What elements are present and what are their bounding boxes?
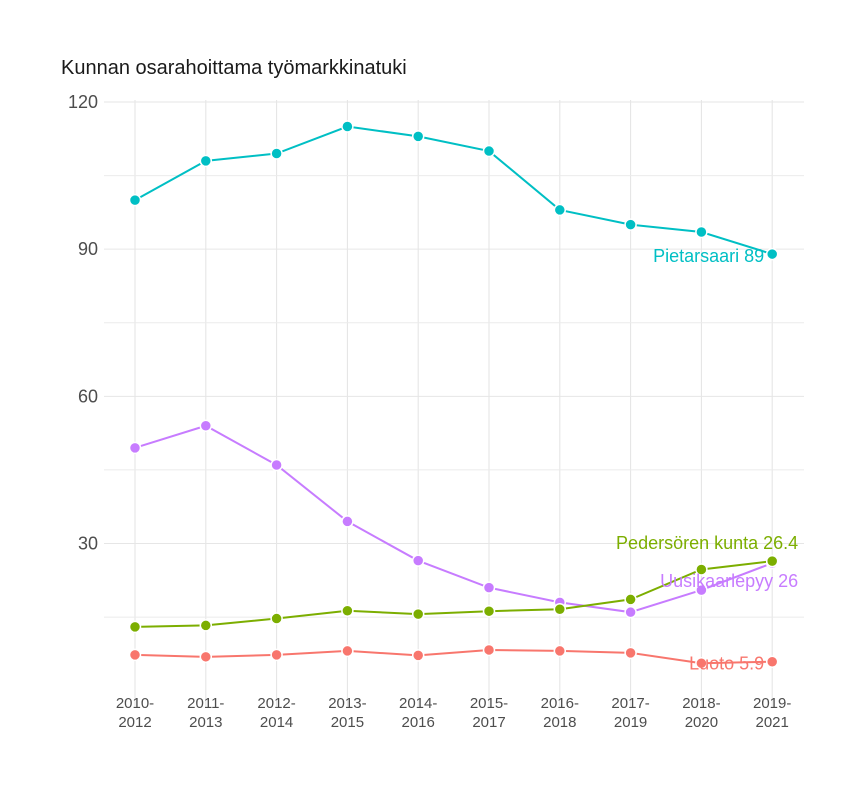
x-tick-label: 2015 <box>331 714 364 731</box>
y-tick-label: 90 <box>78 239 98 259</box>
y-tick-label: 30 <box>78 534 98 554</box>
series-lines <box>134 125 773 665</box>
x-tick-label: 2017 <box>472 714 505 731</box>
data-point <box>482 581 496 594</box>
series-line <box>134 648 773 665</box>
x-tick-label: 2010- <box>116 695 154 712</box>
data-point <box>553 644 567 658</box>
series-line <box>134 125 773 256</box>
data-point <box>270 147 283 160</box>
chart-title: Kunnan osarahoittama työmarkkinatuki <box>61 57 407 79</box>
x-tick-label: 2012 <box>118 714 151 731</box>
series-line <box>134 424 773 614</box>
data-point <box>411 554 425 567</box>
data-point <box>624 218 637 231</box>
grid <box>104 100 804 707</box>
y-tick-label: 60 <box>78 386 98 406</box>
y-tick-label: 120 <box>68 92 98 112</box>
series-line <box>134 560 773 628</box>
data-point <box>695 656 708 670</box>
x-tick-label: 2015- <box>470 695 508 712</box>
data-point <box>624 605 637 619</box>
data-point <box>482 643 496 657</box>
x-tick-label: 2011- <box>187 695 224 712</box>
x-tick-label: 2012- <box>257 695 295 712</box>
x-tick-label: 2016 <box>402 714 435 731</box>
x-tick-label: 2017- <box>611 695 649 712</box>
x-tick-label: 2021 <box>756 714 789 731</box>
data-point <box>270 458 283 472</box>
data-point <box>765 655 779 668</box>
data-point <box>411 130 425 143</box>
data-point <box>341 644 354 658</box>
x-tick-label: 2019- <box>753 695 791 712</box>
data-point <box>482 604 496 618</box>
series-end-label: Pedersören kunta 26.4 <box>616 533 798 553</box>
x-tick-label: 2018- <box>682 695 720 712</box>
x-tick-label: 2014 <box>260 714 293 731</box>
x-tick-label: 2019 <box>614 714 647 731</box>
data-point <box>270 648 283 662</box>
data-point <box>765 247 779 261</box>
x-tick-label: 2013 <box>189 714 222 731</box>
x-tick-label: 2016- <box>541 695 579 712</box>
series-end-label: Pietarsaari 89 <box>653 246 764 266</box>
x-tick-label: 2020 <box>685 714 718 731</box>
data-point <box>553 203 567 217</box>
data-point <box>128 620 142 634</box>
data-point <box>341 515 354 528</box>
data-point <box>624 593 637 606</box>
data-point <box>341 120 354 133</box>
data-point <box>482 144 496 158</box>
series-end-labels: Pietarsaari 89 Uusikaarlepyy 26 Pedersören… <box>616 246 798 674</box>
data-point <box>695 583 708 597</box>
data-point <box>199 419 213 433</box>
data-point <box>199 650 213 664</box>
x-tick-label: 2018 <box>543 714 576 731</box>
data-point <box>199 154 213 168</box>
data-point <box>624 646 637 660</box>
data-point <box>411 649 425 662</box>
data-point <box>199 619 213 632</box>
data-point <box>270 612 283 625</box>
data-point <box>695 225 708 239</box>
x-tick-label: 2014- <box>399 695 437 712</box>
data-point <box>128 441 142 455</box>
data-point <box>128 193 142 207</box>
data-point <box>695 563 708 576</box>
x-axis-ticks: 2010- 2012 2011- 2013 2012- 2014 2013- 2015 2014… <box>116 695 792 731</box>
data-point <box>128 648 142 662</box>
data-point <box>765 554 779 568</box>
data-point <box>341 604 354 617</box>
data-point <box>553 602 567 616</box>
series-points <box>128 120 779 670</box>
x-tick-label: 2013- <box>328 695 366 712</box>
y-axis-ticks: 30 60 90 120 <box>68 92 98 554</box>
series-end-label: Luoto 5.9 <box>689 654 764 674</box>
data-point <box>411 607 425 621</box>
series-end-label: Uusikaarlepyy 26 <box>660 571 798 591</box>
